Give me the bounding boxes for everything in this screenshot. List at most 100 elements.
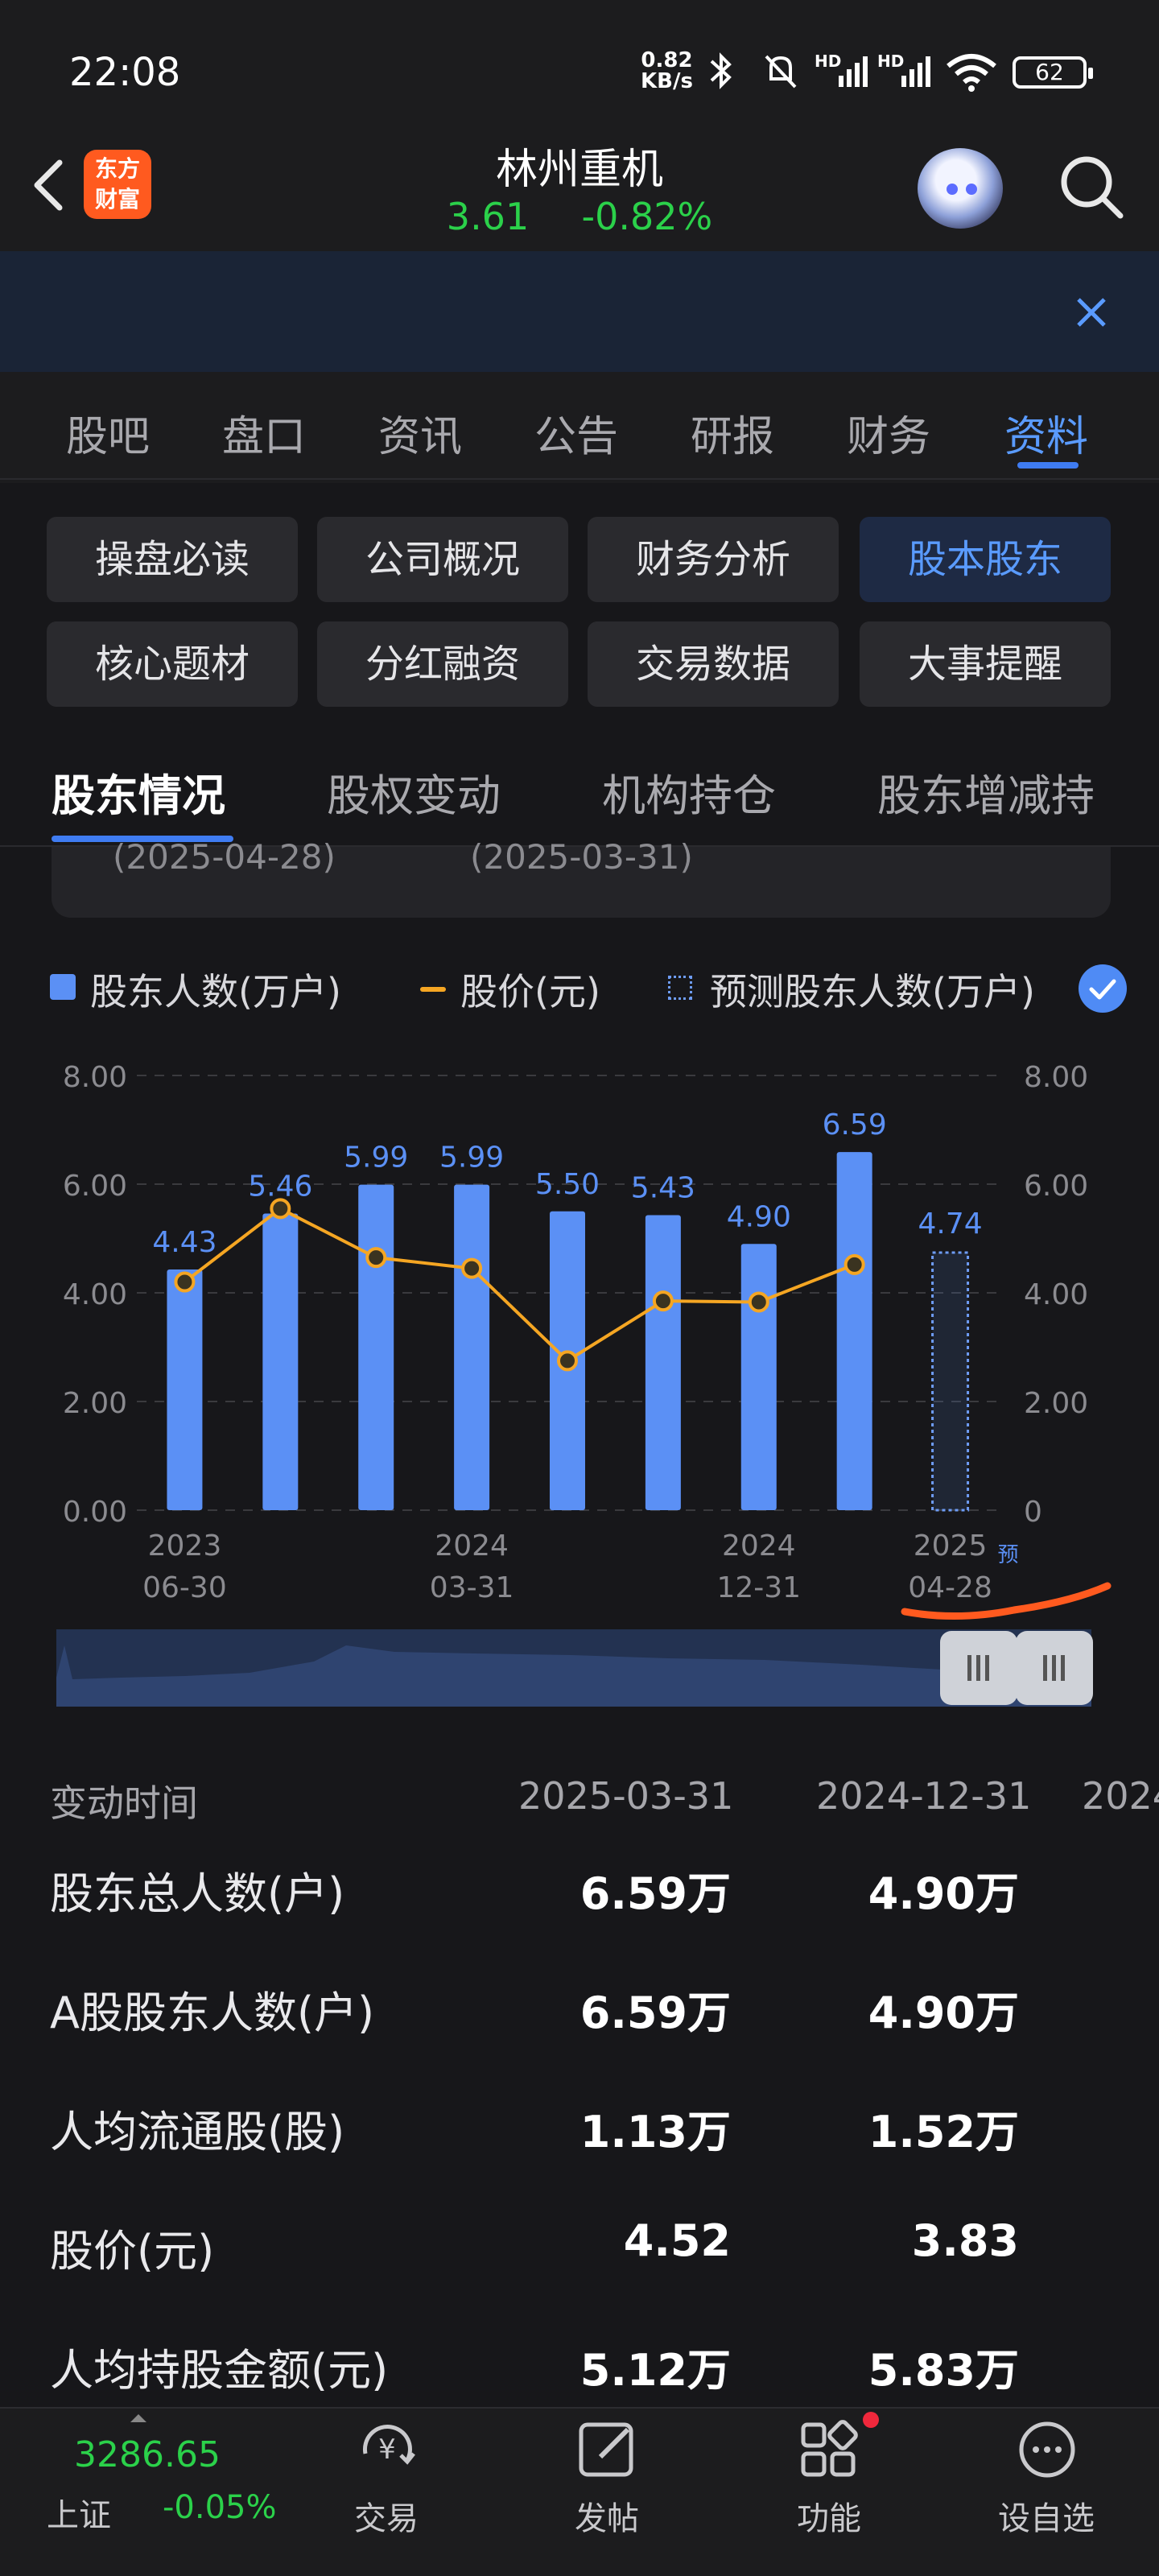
tab-guba[interactable]: 股吧 [66,413,151,461]
table-column-1: 2025-03-31 [518,1774,734,1818]
index-value[interactable]: 3286.65 [74,2434,221,2475]
row-label-a-share-holders: A股股东人数(户) [50,1988,375,2038]
nav-post-label[interactable]: 发帖 [575,2500,639,2537]
price-point [748,1291,769,1313]
row-value: 5.83万 [868,2345,1019,2396]
annotation-stroke [901,1582,1112,1620]
stock-change: -0.82% [581,195,713,238]
y-right-tick-label: 0 [1024,1496,1042,1529]
section-tab-indicator [52,836,233,842]
signal-hd-label-1: HD [815,52,842,71]
forecast-marker-label: 预 [998,1543,1019,1567]
tab-institutional-holdings[interactable]: 机构持仓 [602,770,776,821]
bar [358,1184,394,1510]
apps-icon[interactable] [794,2413,866,2486]
x-tick-label-date: 12-31 [716,1571,801,1604]
nav-features-label[interactable]: 功能 [797,2500,861,2537]
bluetooth-icon [703,50,739,100]
bar [645,1215,681,1510]
x-tick-label-date: 03-31 [430,1571,514,1604]
slider-handle-right[interactable] [1016,1631,1093,1705]
tab-equity-changes[interactable]: 股权变动 [327,770,501,821]
row-value: 1.52万 [868,2107,1019,2157]
tab-announcements[interactable]: 公告 [534,413,619,461]
x-tick-label-year: 2024 [435,1530,509,1563]
bar [167,1269,203,1510]
tab-pankou[interactable]: 盘口 [222,413,307,461]
legend-price-label[interactable]: 股价(元) [460,970,600,1013]
price-point [174,1271,196,1293]
tab-holder-increase-decrease[interactable]: 股东增减持 [877,770,1095,821]
slider-handle-left[interactable] [940,1631,1017,1705]
bar-value-label: 4.90 [727,1200,791,1233]
close-icon[interactable] [1066,287,1117,338]
svg-text:¥: ¥ [378,2434,396,2466]
promo-banner[interactable] [0,251,1159,372]
assistant-avatar-icon[interactable] [918,148,1003,229]
bar [836,1152,872,1510]
index-change[interactable]: -0.05% [163,2489,277,2526]
y-left-tick-label: 6.00 [63,1170,127,1203]
subbtn-trading-data[interactable]: 交易数据 [588,621,839,707]
back-button[interactable] [23,153,79,217]
tab-news[interactable]: 资讯 [378,413,463,461]
signal-hd-label-2: HD [877,52,905,71]
range-slider-track[interactable] [56,1629,1091,1707]
tab-research[interactable]: 研报 [691,413,775,461]
legend-bar-swatch [50,974,76,1000]
x-tick-label-date: 04-28 [908,1571,992,1604]
logo-line-2: 财富 [94,186,140,213]
x-tick-label-year: 2024 [722,1530,796,1563]
nav-watchlist-label[interactable]: 设自选 [998,2500,1095,2537]
post-icon[interactable] [571,2413,644,2486]
card-date-right: (2025-03-31) [470,837,693,877]
logo-line-1: 东方 [94,155,140,182]
row-value: 5.12万 [580,2345,731,2396]
stock-price: 3.61 [446,195,530,238]
x-tick-label-date: 06-30 [142,1571,227,1604]
legend-forecast-label[interactable]: 预测股东人数(万户) [710,970,1035,1013]
subbtn-financial-analysis[interactable]: 财务分析 [588,517,839,602]
row-value: 6.59万 [580,1988,731,2038]
bar-value-label: 5.46 [248,1170,312,1203]
bar [740,1244,777,1510]
legend-holders-label[interactable]: 股东人数(万户) [90,970,341,1013]
row-label-holding-value: 人均持股金额(元) [50,2345,389,2396]
row-value: 1.13万 [580,2107,731,2157]
nav-trade-label[interactable]: 交易 [354,2500,419,2537]
card-date-left: (2025-04-28) [113,837,336,877]
app-logo[interactable]: 东方 财富 [84,150,151,219]
cell-signal-2: HD [877,52,934,92]
subbtn-trading-guide[interactable]: 操盘必读 [47,517,298,602]
trade-icon[interactable]: ¥ [351,2413,423,2486]
row-value: 4.90万 [868,1988,1019,2038]
checkmark-icon[interactable] [1079,964,1127,1013]
y-left-tick-label: 4.00 [63,1278,127,1311]
bar-value-label: 4.43 [152,1226,217,1259]
subbtn-core-themes[interactable]: 核心题材 [47,621,298,707]
x-tick-label-year: 2025 [914,1530,988,1563]
subbtn-shareholders[interactable]: 股本股东 [860,517,1111,602]
tab-shareholder-status[interactable]: 股东情况 [52,770,225,821]
main-tab-bar [0,372,1159,480]
subbtn-event-reminders[interactable]: 大事提醒 [860,621,1111,707]
stock-name: 林州重机 [495,146,663,194]
index-name[interactable]: 上证 [47,2497,111,2534]
price-point [270,1198,291,1220]
price-point [461,1257,483,1279]
shareholder-chart: 8.00 8.00 6.00 6.00 4.00 4.00 2.00 2.00 0.00 0 4.4… [63,1061,1088,1604]
row-label-price: 股价(元) [50,2226,215,2277]
price-line: 3.61 -0.82% [0,195,1159,238]
tab-profile[interactable]: 资料 [1004,413,1089,461]
cell-signal-1: HD [815,52,871,92]
row-value: 3.83 [911,2215,1019,2266]
more-icon[interactable] [1011,2413,1083,2486]
price-point [843,1253,865,1275]
tab-finance[interactable]: 财务 [847,413,931,461]
bar-value-label: 5.50 [535,1168,600,1201]
y-left-tick-label: 8.00 [63,1061,127,1094]
subbtn-dividends[interactable]: 分红融资 [317,621,568,707]
bar-value-label: 5.43 [631,1171,695,1204]
subbtn-company-overview[interactable]: 公司概况 [317,517,568,602]
search-icon[interactable] [1056,151,1128,224]
